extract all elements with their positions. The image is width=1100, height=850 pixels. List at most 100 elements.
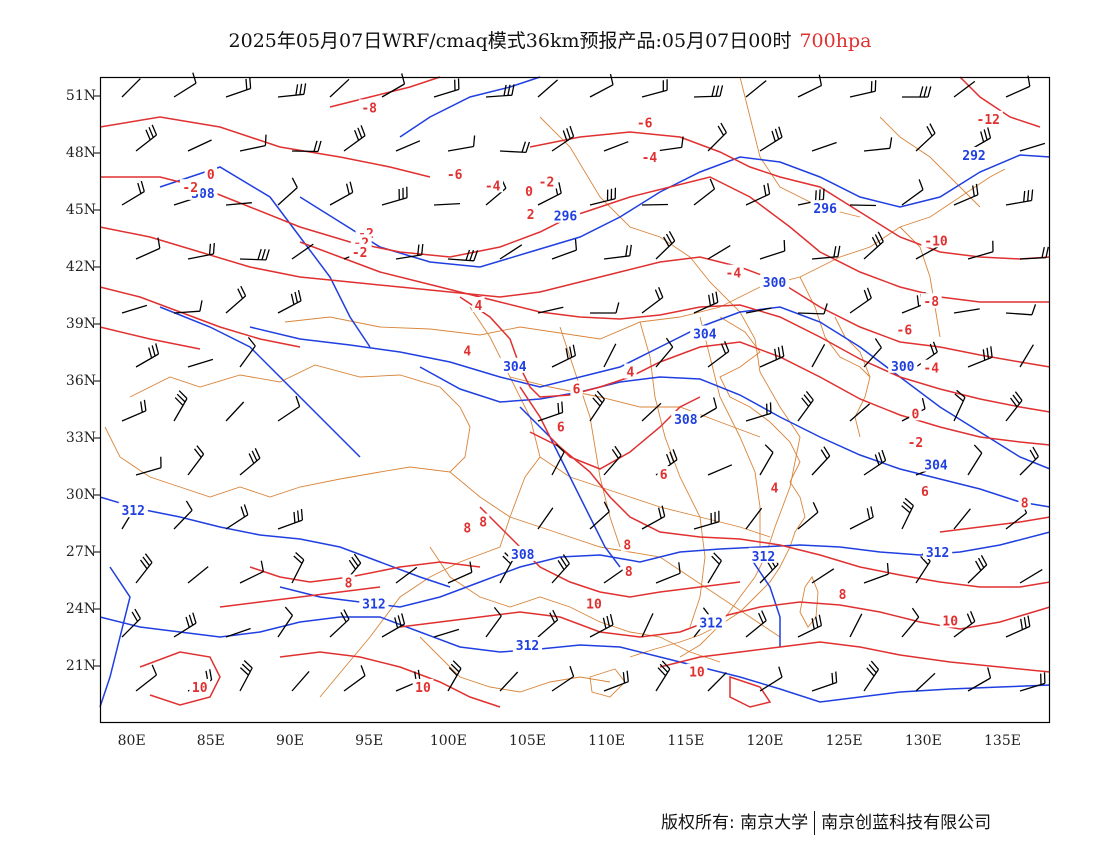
temperature-contour-label-background: [621, 536, 634, 552]
height-contour-label: 296: [554, 210, 578, 225]
wind-barb: [447, 249, 479, 262]
x-tick-label: 130E: [904, 733, 942, 749]
wind-barb: [329, 609, 350, 638]
wind-barb: [329, 181, 354, 206]
wind-barb: [797, 390, 814, 422]
title-main: 2025年05月07日WRF/cmaq模式36km预报产品:05月07日00时: [228, 30, 792, 52]
wind-barb: [915, 245, 940, 260]
wind-barb: [953, 508, 971, 530]
temperature-contour-label: 10: [689, 666, 705, 681]
wind-barb: [173, 500, 193, 530]
wind-barb: [693, 291, 719, 314]
island-hainan: [589, 668, 626, 698]
wind-barb: [1019, 142, 1046, 152]
height-contour-label-background: [508, 545, 538, 561]
temperature-contour-label: 4: [627, 366, 635, 381]
temperature-contour: [299, 241, 1051, 413]
height-contour-label-background: [888, 357, 918, 373]
wind-barb: [537, 401, 564, 422]
temperature-contour-label-background: [657, 466, 670, 482]
height-contour-label-background: [696, 614, 726, 630]
wind-barb: [433, 202, 461, 206]
temperature-contour: [99, 326, 201, 350]
temperature-contour-label-background: [1018, 494, 1031, 510]
wind-barb: [485, 606, 502, 638]
height-contour: [159, 306, 361, 458]
boundary-line: [639, 321, 706, 628]
wind-barb: [849, 80, 877, 98]
height-contour-label-background: [550, 207, 581, 223]
temperature-contour: [729, 675, 772, 708]
wind-barb: [655, 230, 676, 260]
wind-barb: [797, 614, 823, 638]
height-contour-label: 312: [752, 550, 775, 565]
wind-barb: [225, 285, 247, 314]
wind-barb: [641, 79, 668, 98]
temperature-contour-label: -4: [642, 151, 658, 166]
temperature-contour-label: 4: [475, 299, 483, 314]
temperature-contour-label-background: [583, 595, 605, 611]
temperature-contour: [100, 176, 1050, 303]
wind-barb: [537, 79, 559, 98]
temperature-contour-label-background: [905, 433, 926, 449]
temperature-contour-label: -8: [923, 295, 939, 310]
wind-barb: [447, 660, 462, 692]
temperature-contour-label: -2: [539, 176, 555, 191]
y-tick-label: 36N: [65, 373, 96, 389]
x-tick-label: 110E: [588, 733, 626, 749]
x-tick-label: 80E: [117, 733, 146, 749]
footer: 版权所有: 南京大学 南京创蓝科技有限公司: [661, 808, 991, 835]
temperature-contour-label: 10: [415, 681, 431, 696]
wind-barb: [239, 448, 261, 476]
wind-barb: [277, 83, 307, 98]
boundary-line: [699, 316, 761, 547]
wind-barb: [291, 243, 314, 260]
temperature-contour-label: 8: [623, 538, 631, 553]
wind-barb: [291, 552, 305, 584]
wind-barb: [902, 86, 932, 98]
wind-barb: [693, 85, 724, 98]
wind-barb: [745, 402, 772, 422]
wind-barb: [759, 444, 774, 476]
temperature-contour-label-background: [461, 519, 474, 535]
wind-barb: [1019, 446, 1039, 476]
wind-barb: [381, 186, 408, 206]
temperature-contour: [219, 586, 381, 608]
temperature-contour-label: -2: [352, 246, 368, 261]
temperature-contour-label: 8: [839, 588, 847, 603]
wind-barb: [1005, 304, 1037, 316]
wind-barb: [433, 78, 460, 98]
wind-barb: [187, 445, 205, 476]
temperature-contour-label-background: [444, 165, 466, 181]
wind-barb: [811, 568, 835, 584]
wind-barb: [967, 240, 994, 260]
wind-barb: [707, 340, 730, 368]
wind-barb: [849, 403, 871, 422]
wind-barb: [759, 345, 785, 368]
wind-barb: [745, 183, 771, 206]
wind-barb: [641, 286, 664, 314]
height-contour-label-background: [512, 637, 543, 653]
wind-barb: [551, 444, 565, 476]
wind-barb: [551, 125, 575, 152]
temperature-contour-label-background: [179, 179, 201, 195]
temperature-contour-label: 2: [527, 208, 535, 223]
temperature-contour-label: 6: [557, 421, 565, 436]
temperature-contour-label: 8: [463, 521, 471, 536]
y-tick-label: 30N: [65, 487, 96, 503]
height-contour: [99, 616, 1051, 703]
boundary-line: [539, 116, 801, 658]
height-contour-label-background: [359, 595, 389, 611]
wind-barb: [797, 74, 823, 98]
temperature-contour-label: 4: [771, 481, 779, 496]
temperature-contour-label-background: [918, 483, 932, 499]
temperature-contour-label: 10: [192, 681, 208, 696]
wind-barb: [1019, 672, 1046, 692]
wind-barb: [603, 445, 622, 476]
wind-barb: [1019, 569, 1043, 584]
height-contour-label: 308: [511, 548, 535, 563]
height-contour-label: 304: [924, 459, 948, 474]
wind-barb: [759, 126, 783, 152]
height-contour-label: 312: [122, 504, 145, 519]
boundary-line: [429, 546, 721, 663]
